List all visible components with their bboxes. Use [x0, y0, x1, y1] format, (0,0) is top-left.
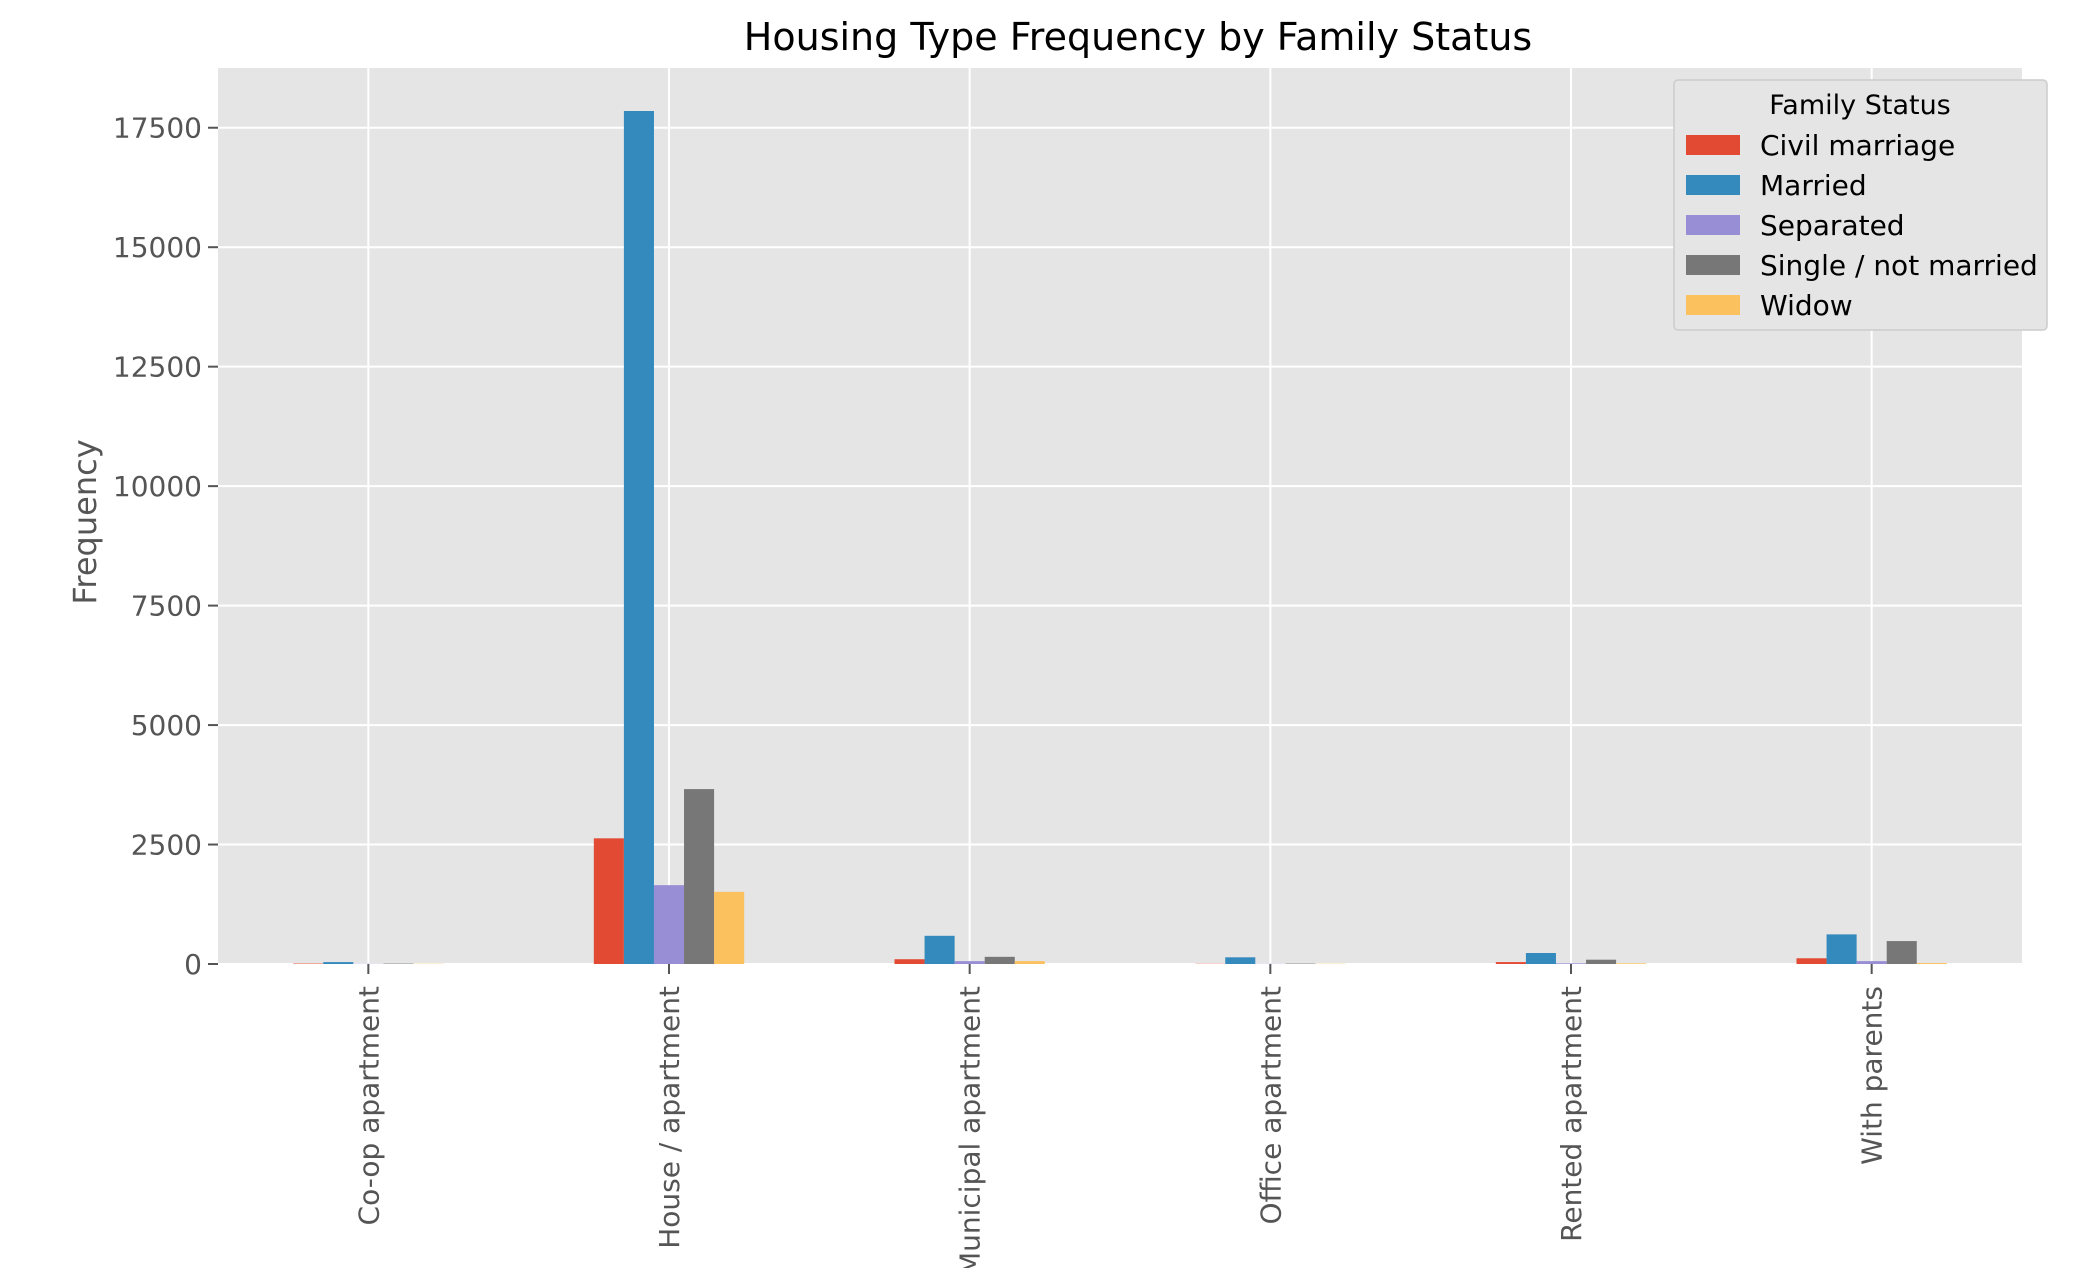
bar-civil-marriage-2	[894, 959, 925, 964]
legend-label: Single / not married	[1760, 249, 2038, 282]
legend-swatch	[1686, 135, 1740, 155]
bar-widow-5	[1916, 963, 1947, 964]
bar-separated-4	[1555, 963, 1587, 964]
bar-separated-1	[653, 885, 685, 964]
bar-married-3	[1225, 957, 1256, 964]
x-tick-label: Municipal apartment	[954, 986, 987, 1268]
y-axis-label: Frequency	[66, 439, 104, 604]
bar-single-not-married-5	[1886, 941, 1917, 964]
y-tick-label: 15000	[113, 231, 202, 264]
legend-label: Separated	[1760, 209, 1905, 242]
bar-civil-marriage-1	[593, 838, 624, 964]
legend-box	[1673, 79, 2048, 331]
legend-swatch	[1686, 215, 1740, 235]
legend-items: Civil marriage Married Separated Single / n…	[1686, 129, 2038, 322]
bar-married-4	[1525, 953, 1556, 964]
chart-title: Housing Type Frequency by Family Status	[744, 15, 1532, 59]
bar-married-5	[1826, 934, 1857, 964]
bar-widow-1	[714, 891, 745, 964]
bar-married-0	[323, 962, 354, 964]
y-tick-label: 0	[184, 948, 202, 981]
y-tick-label: 2500	[131, 829, 202, 862]
bars	[293, 111, 1947, 965]
bar-separated-2	[954, 961, 985, 964]
legend-label: Married	[1760, 169, 1867, 202]
bar-married-2	[924, 935, 955, 964]
y-tick-label: 5000	[131, 709, 202, 742]
legend-swatch	[1686, 175, 1740, 195]
y-tick-label: 10000	[113, 470, 202, 503]
x-tick-label: House / apartment	[653, 986, 686, 1249]
bar-single-not-married-1	[684, 789, 715, 964]
y-axis-ticks: 0 2500 5000 7500 10000 12500 15000 17500	[113, 112, 218, 981]
y-tick-label: 12500	[113, 351, 202, 384]
bar-widow-2	[1014, 961, 1045, 964]
x-tick-label: Rented apartment	[1555, 986, 1588, 1242]
bar-widow-4	[1616, 963, 1647, 964]
legend-label: Widow	[1760, 289, 1853, 322]
y-tick-label: 17500	[113, 112, 202, 145]
legend: Family Status Civil marriage Married Separ…	[1673, 79, 2048, 331]
x-tick-label: Office apartment	[1254, 986, 1287, 1224]
x-tick-label: Co-op apartment	[352, 986, 385, 1225]
y-tick-label: 7500	[131, 590, 202, 623]
x-tick-label: With parents	[1856, 986, 1889, 1165]
x-axis-ticks: Co-op apartment House / apartment Municipa…	[352, 964, 1889, 1268]
bar-single-not-married-2	[984, 956, 1015, 964]
bar-separated-5	[1856, 961, 1887, 964]
legend-label: Civil marriage	[1760, 129, 1955, 162]
bar-married-1	[623, 111, 654, 965]
bar-single-not-married-4	[1586, 959, 1617, 964]
legend-swatch	[1686, 255, 1740, 275]
legend-title: Family Status	[1769, 90, 1951, 121]
bar-civil-marriage-4	[1495, 962, 1526, 964]
legend-swatch	[1686, 295, 1740, 315]
bar-civil-marriage-5	[1796, 958, 1827, 964]
